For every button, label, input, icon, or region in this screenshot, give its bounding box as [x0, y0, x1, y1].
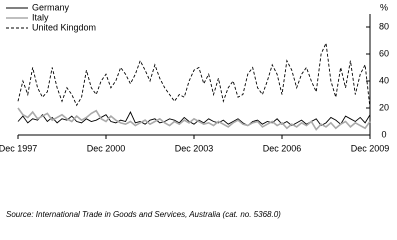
legend-label: Italy [32, 12, 49, 22]
y-axis-label: % [380, 2, 388, 12]
source-note: Source: International Trade in Goods and… [6, 210, 281, 219]
legend-label: United Kingdom [32, 22, 96, 32]
chart: % Source: International Trade in Goods a… [0, 2, 390, 219]
x-tick-label: Dec 2006 [263, 143, 302, 153]
x-tick-label: Dec 1997 [0, 143, 37, 153]
y-tick-label: 40 [379, 75, 389, 85]
legend-label: Germany [32, 2, 70, 12]
y-tick-label: 60 [379, 48, 389, 58]
y-tick-label: 20 [379, 102, 389, 112]
x-tick-label: Dec 2003 [175, 143, 214, 153]
series-line [17, 107, 371, 131]
y-tick-label: 80 [379, 21, 389, 31]
series-line [17, 41, 371, 109]
x-tick-label: Dec 2009 [351, 143, 390, 153]
y-tick-label: 0 [381, 129, 386, 139]
x-tick-label: Dec 2000 [87, 143, 126, 153]
